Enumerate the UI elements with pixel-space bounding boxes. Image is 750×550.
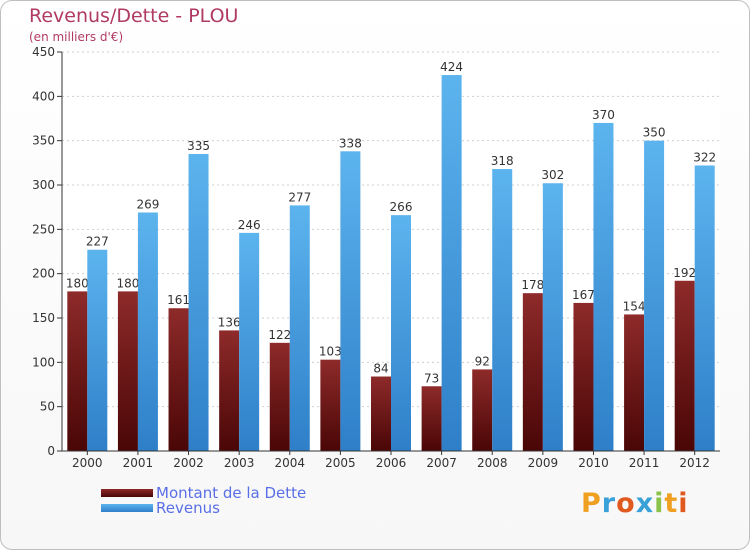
y-tick-label: 200 <box>32 267 55 281</box>
bar-debt <box>472 369 493 451</box>
x-tick-label: 2007 <box>426 456 457 470</box>
bars: 180 227 180 269 161 335 136 246 122 277 103 338 84 26… <box>66 60 716 452</box>
x-tick-label: 2009 <box>528 456 559 470</box>
bar-revenue <box>289 205 310 451</box>
bar-debt <box>624 314 645 451</box>
bar-revenue <box>441 75 462 451</box>
bar-debt <box>674 280 695 451</box>
bar-revenue <box>239 232 260 451</box>
proxiti-logo: Proxiti <box>581 488 689 519</box>
bar-revenue <box>137 212 158 451</box>
bar-debt <box>269 342 290 451</box>
data-label-debt: 180 <box>66 276 89 290</box>
bar-debt <box>219 330 240 451</box>
bar-revenue <box>391 215 411 451</box>
legend-swatch-debt <box>101 489 153 497</box>
y-tick-label: 50 <box>40 400 55 414</box>
bar-revenue <box>644 140 665 451</box>
bar-debt <box>421 386 442 451</box>
y-tick-label: 300 <box>32 178 55 192</box>
data-label-debt: 167 <box>572 288 595 302</box>
y-tick-label: 250 <box>32 222 55 236</box>
x-tick-label: 2012 <box>679 456 710 470</box>
bar-debt <box>117 291 138 451</box>
data-label-debt: 84 <box>373 362 388 376</box>
y-tick-label: 400 <box>32 89 55 103</box>
x-tick-label: 2010 <box>578 456 609 470</box>
data-label-debt: 136 <box>218 315 241 329</box>
data-label-revenue: 318 <box>491 154 514 168</box>
legend-swatch-revenue <box>101 504 153 512</box>
bar-debt <box>320 359 341 451</box>
y-tick-label: 0 <box>47 444 55 458</box>
x-tick-label: 2011 <box>629 456 660 470</box>
logo-letter: o <box>616 488 636 519</box>
data-label-revenue: 370 <box>592 108 615 122</box>
data-label-debt: 192 <box>673 266 696 280</box>
bar-revenue <box>542 183 563 451</box>
bar-debt <box>371 376 391 451</box>
bar-revenue <box>694 165 715 451</box>
x-tick-label: 2002 <box>173 456 204 470</box>
data-label-revenue: 269 <box>136 197 159 211</box>
bar-revenue <box>188 153 209 451</box>
bar-chart: 180 227 180 269 161 335 136 246 122 277 103 338 84 26… <box>32 45 720 470</box>
data-label-revenue: 424 <box>440 60 463 74</box>
bar-debt <box>522 293 543 451</box>
x-tick-label: 2005 <box>325 456 356 470</box>
data-label-revenue: 338 <box>339 136 362 150</box>
data-label-debt: 122 <box>268 328 291 342</box>
bar-revenue <box>87 249 108 451</box>
logo-letter: P <box>581 488 602 519</box>
x-tick-label: 2004 <box>274 456 305 470</box>
data-label-revenue: 227 <box>86 235 109 249</box>
y-tick-label: 450 <box>32 45 55 59</box>
logo-letter: i <box>654 488 665 519</box>
y-tick-label: 150 <box>32 311 55 325</box>
bar-revenue <box>340 151 361 451</box>
data-label-debt: 161 <box>167 293 190 307</box>
data-label-debt: 73 <box>424 371 439 385</box>
x-tick-label: 2001 <box>123 456 154 470</box>
legend-label-revenue: Revenus <box>156 499 220 517</box>
bar-debt <box>573 302 594 451</box>
data-label-debt: 103 <box>319 345 342 359</box>
chart-subtitle: (en milliers d'€) <box>29 30 124 44</box>
axes: 0 50 100 150 200 250 300 350 400 450 2000 2001 2002 2… <box>32 45 720 470</box>
data-label-revenue: 350 <box>643 126 666 140</box>
logo-letter: r <box>601 488 617 519</box>
data-label-revenue: 277 <box>288 190 311 204</box>
data-label-revenue: 266 <box>390 200 413 214</box>
bar-debt <box>168 308 189 451</box>
x-tick-label: 2000 <box>72 456 103 470</box>
x-tick-label: 2008 <box>477 456 508 470</box>
x-tick-label: 2006 <box>376 456 407 470</box>
logo-letter: i <box>678 488 689 519</box>
data-label-debt: 178 <box>521 278 544 292</box>
data-label-revenue: 246 <box>238 218 261 232</box>
legend-label-debt: Montant de la Dette <box>156 484 307 502</box>
bar-revenue <box>492 169 513 452</box>
data-label-debt: 92 <box>475 354 490 368</box>
y-tick-label: 100 <box>32 355 55 369</box>
chart-title: Revenus/Dette - PLOU <box>29 5 239 27</box>
data-label-revenue: 302 <box>541 168 564 182</box>
logo-letter: x <box>635 488 655 519</box>
bar-revenue <box>593 122 614 451</box>
bar-debt <box>67 291 88 451</box>
logo-letter: t <box>664 488 679 519</box>
y-tick-label: 350 <box>32 134 55 148</box>
data-label-revenue: 335 <box>187 139 210 153</box>
data-label-debt: 180 <box>116 276 139 290</box>
x-tick-label: 2003 <box>224 456 255 470</box>
data-label-debt: 154 <box>623 299 646 313</box>
data-label-revenue: 322 <box>693 150 716 164</box>
